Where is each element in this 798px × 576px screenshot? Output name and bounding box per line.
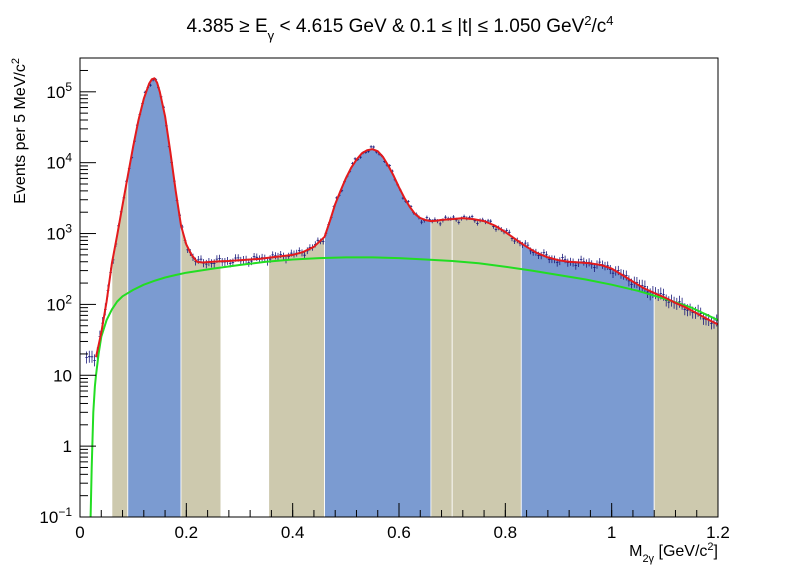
x-tick-label: 0.2 (175, 523, 199, 542)
data-point (369, 145, 373, 149)
data-point (625, 270, 628, 281)
data-point (646, 286, 649, 298)
fit-curves (89, 77, 718, 517)
band-blue-5 (324, 148, 432, 517)
band-tan-4 (268, 235, 325, 517)
total-fit-line (95, 77, 718, 358)
data-point (699, 307, 702, 320)
data-point (93, 354, 96, 367)
data-point (438, 221, 442, 227)
data-point (470, 214, 474, 219)
data-point (88, 350, 91, 363)
data-point (85, 351, 88, 364)
x-tick-label: 0.8 (494, 523, 518, 542)
y-tick-label: 10 (53, 366, 72, 385)
x-tick-label: 0.6 (387, 523, 411, 542)
band-tan-6 (430, 218, 453, 517)
band-tan-7 (451, 217, 522, 517)
x-axis-label: M2γ [GeV/c2] (629, 541, 718, 565)
chart-title: 4.385 ≥ Eγ < 4.615 GeV & 0.1 ≤ |t| ≤ 1.0… (186, 13, 613, 43)
x-tick-label: 0 (75, 523, 84, 542)
x-tick-label: 1.2 (706, 523, 730, 542)
y-tick-label: 102 (46, 292, 72, 314)
data-point (303, 251, 306, 259)
y-tick-label: 103 (46, 222, 72, 244)
y-tick-label: 105 (46, 80, 72, 102)
data-point (678, 295, 681, 308)
data-point (420, 220, 423, 225)
data-point (210, 259, 213, 268)
data-point (627, 275, 631, 287)
data-point (710, 317, 713, 330)
data-point (90, 350, 94, 363)
band-tan-9 (653, 292, 718, 517)
x-axis: 0 0.2 0.4 0.6 0.8 1 1.2 (75, 503, 730, 542)
data-point (609, 265, 612, 275)
y-tick-label: 10−1 (39, 505, 72, 527)
data-point (606, 261, 609, 270)
data-point (321, 238, 325, 245)
data-point (489, 219, 492, 224)
data-point (547, 255, 551, 264)
y-tick-label: 104 (46, 151, 72, 173)
data-point (476, 221, 479, 226)
fit-region-bands (111, 77, 718, 517)
y-tick-label: 1 (63, 437, 72, 456)
data-point (372, 145, 375, 149)
data-point (702, 312, 705, 325)
data-point (425, 215, 429, 220)
x-tick-label: 0.4 (281, 523, 305, 542)
band-blue-2 (127, 77, 182, 517)
data-point (643, 280, 647, 293)
data-point (582, 257, 586, 266)
y-axis: 10−1 1 10 102 103 104 105 (39, 57, 96, 527)
data-point (667, 296, 671, 309)
data-point (457, 220, 461, 225)
y-axis-label: Events per 5 MeV/c2 (10, 58, 29, 204)
data-point (494, 227, 498, 232)
data-point (444, 215, 447, 220)
band-tan-1 (111, 175, 129, 517)
x-tick-label: 1 (607, 523, 616, 542)
